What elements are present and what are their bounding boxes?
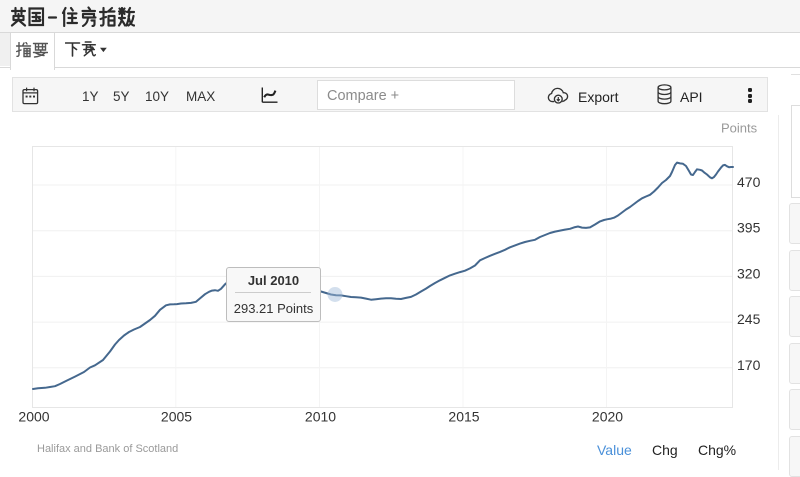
svg-text:2005: 2005 [161, 409, 192, 425]
svg-text:170: 170 [737, 357, 761, 373]
svg-text:320: 320 [737, 265, 761, 281]
svg-text:245: 245 [737, 311, 761, 327]
svg-text:2000: 2000 [18, 409, 49, 425]
svg-text:2020: 2020 [592, 409, 623, 425]
svg-text:470: 470 [737, 174, 761, 190]
svg-text:2015: 2015 [448, 409, 479, 425]
svg-text:395: 395 [737, 220, 761, 236]
svg-text:Points: Points [721, 121, 758, 136]
svg-text:2010: 2010 [305, 409, 336, 425]
